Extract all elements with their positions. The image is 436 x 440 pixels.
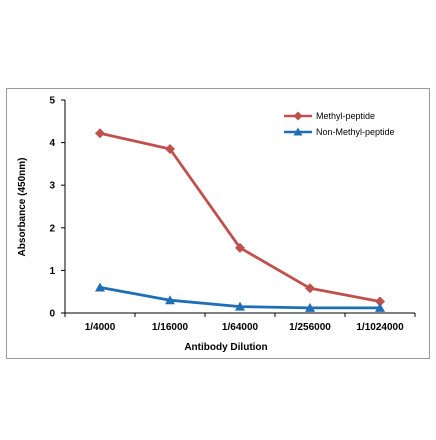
data-point-methyl-peptide-0 <box>95 128 105 139</box>
x-tick-label-1: 1/16000 <box>152 322 189 333</box>
y-tick-label-3: 3 <box>49 181 55 192</box>
legend: Methyl-peptide Non-Methyl-peptide <box>284 111 395 137</box>
data-point-methyl-peptide-2 <box>235 242 245 253</box>
x-axis-title: Antibody Dilution <box>184 342 267 353</box>
y-tick-label-0: 0 <box>49 309 55 320</box>
legend-marker-methyl-peptide <box>293 111 303 121</box>
data-point-methyl-peptide-3 <box>305 283 315 294</box>
x-tick-label-2: 1/64000 <box>222 322 259 333</box>
data-point-non-methyl-peptide-3 <box>305 302 315 312</box>
data-point-non-methyl-peptide-0 <box>95 282 105 292</box>
y-tick-label-4: 4 <box>49 138 55 149</box>
x-tick-label-0: 1/4000 <box>85 322 116 333</box>
y-tick-label-2: 2 <box>49 223 55 234</box>
data-point-non-methyl-peptide-4 <box>375 302 385 312</box>
y-tick-label-5: 5 <box>49 96 55 107</box>
data-point-non-methyl-peptide-2 <box>235 301 245 311</box>
legend-label-methyl-peptide: Methyl-peptide <box>316 111 375 121</box>
data-point-methyl-peptide-1 <box>165 143 175 154</box>
legend-marker-non-methyl-peptide <box>293 127 303 136</box>
data-point-methyl-peptide-4 <box>375 296 385 307</box>
x-ticks: 1/4000 1/16000 1/64000 1/256000 1/1024000 <box>64 313 416 333</box>
x-tick-label-4: 1/1024000 <box>356 322 404 333</box>
x-tick-label-3: 1/256000 <box>289 322 331 333</box>
legend-label-non-methyl-peptide: Non-Methyl-peptide <box>316 127 395 137</box>
y-tick-label-1: 1 <box>49 266 55 277</box>
y-ticks: 0 1 2 3 4 5 <box>49 96 65 320</box>
y-axis-title: Absorbance (450nm) <box>17 158 28 257</box>
data-point-non-methyl-peptide-1 <box>165 295 175 305</box>
series-layer <box>95 128 385 312</box>
